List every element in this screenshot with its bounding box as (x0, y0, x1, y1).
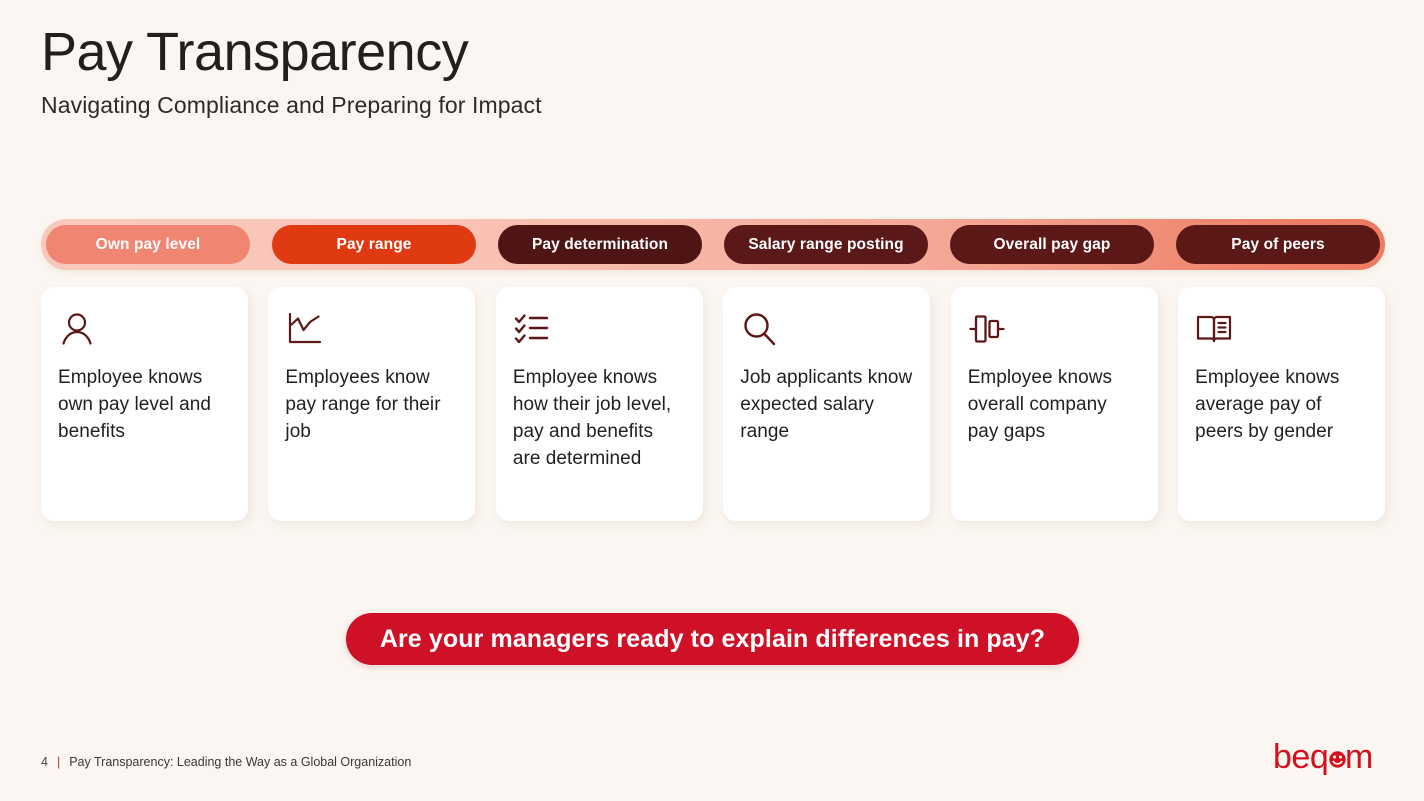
card-salary-range-posting: Job applicants know expected salary rang… (723, 287, 931, 521)
chip-pay-range[interactable]: Pay range (272, 225, 476, 264)
pay-gap-bars-icon (968, 310, 1006, 348)
checklist-icon (513, 310, 551, 348)
page-subtitle: Navigating Compliance and Preparing for … (41, 91, 542, 118)
card-pay-of-peers: Employee knows average pay of peers by g… (1178, 287, 1386, 521)
svg-text:m: m (1345, 738, 1373, 776)
card-overall-pay-gap: Employee knows overall company pay gaps (950, 287, 1158, 521)
card-own-pay-level: Employee knows own pay level and benefit… (41, 287, 248, 521)
card-text: Job applicants know expected salary rang… (740, 367, 913, 442)
chip-overall-pay-gap[interactable]: Overall pay gap (950, 225, 1154, 264)
footer-title: Pay Transparency: Leading the Way as a G… (69, 755, 412, 769)
card-pay-range: Employees know pay range for their job (268, 287, 476, 521)
open-book-icon (1195, 310, 1233, 348)
card-text: Employee knows own pay level and benefit… (58, 367, 211, 442)
chip-pay-of-peers[interactable]: Pay of peers (1176, 225, 1380, 264)
person-icon (58, 310, 96, 348)
magnifier-icon (740, 310, 778, 348)
card-pay-determination: Employee knows how their job level, pay … (495, 287, 703, 521)
card-text: Employee knows average pay of peers by g… (1195, 367, 1340, 442)
card-text: Employee knows how their job level, pay … (512, 367, 672, 469)
progress-chip-track: Own pay level Pay range Pay determinatio… (41, 219, 1385, 270)
svg-text:beq: beq (1273, 738, 1328, 776)
footer-separator: | (56, 755, 61, 769)
line-chart-icon (285, 310, 323, 348)
card-row: Employee knows own pay level and benefit… (41, 287, 1386, 521)
footer-page-number: 4 (41, 755, 48, 769)
cta-banner[interactable]: Are your managers ready to explain diffe… (346, 613, 1079, 665)
card-text: Employee knows overall company pay gaps (967, 367, 1113, 442)
chip-own-pay-level[interactable]: Own pay level (46, 225, 250, 264)
page-title: Pay Transparency (41, 22, 469, 82)
slide-header: Pay Transparency Navigating Compliance a… (41, 24, 542, 119)
beqom-logo: beq m (1273, 737, 1383, 777)
footer: 4 | Pay Transparency: Leading the Way as… (41, 755, 411, 769)
chip-salary-range-posting[interactable]: Salary range posting (724, 225, 928, 264)
card-text: Employees know pay range for their job (285, 367, 441, 442)
chip-pay-determination[interactable]: Pay determination (498, 225, 702, 264)
